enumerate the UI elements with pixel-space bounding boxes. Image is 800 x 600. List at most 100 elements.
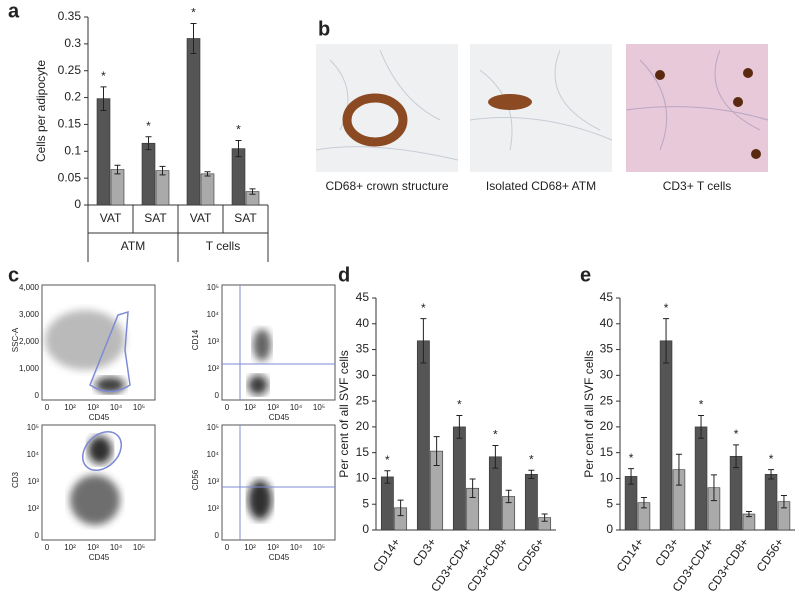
significance-star: * xyxy=(493,428,498,442)
y-tick-label: 10² xyxy=(207,364,219,373)
significance-star: * xyxy=(529,452,534,466)
group-label: ATM xyxy=(121,239,145,253)
y-axis-label: CD56 xyxy=(191,469,200,490)
plot-frame xyxy=(221,424,336,541)
significance-star: * xyxy=(457,398,462,412)
x-tick-label: 10⁴ xyxy=(110,543,123,552)
y-tick-label: 0 xyxy=(74,197,81,211)
y-tick-label: 0 xyxy=(35,531,40,540)
bar xyxy=(380,476,394,531)
panel-label: e xyxy=(580,264,591,286)
error-bar xyxy=(114,164,121,175)
y-tick-label: 0.3 xyxy=(64,36,81,50)
x-tick-label: 10⁵ xyxy=(133,403,145,412)
y-axis-label: CD14 xyxy=(191,329,200,350)
stain xyxy=(743,68,753,78)
y-axis-label: SSC-A xyxy=(11,327,20,352)
error-bar xyxy=(541,513,548,522)
error-bar xyxy=(698,415,705,439)
panel-b-images xyxy=(315,44,769,172)
bar xyxy=(416,340,430,531)
error-bar xyxy=(745,510,752,518)
bar xyxy=(659,340,673,531)
y-tick-label: 0 xyxy=(35,391,40,400)
x-axis-label: CD45 xyxy=(89,553,110,562)
y-tick-label: 10 xyxy=(356,471,370,485)
panel-label: a xyxy=(8,0,20,22)
density xyxy=(253,329,271,361)
y-axis-label: Cells per adipocyte xyxy=(34,60,48,162)
error-bar xyxy=(710,474,717,502)
significance-star: * xyxy=(699,398,704,412)
micrograph xyxy=(470,44,612,172)
panel-c-plots xyxy=(41,284,336,541)
group-label: T cells xyxy=(206,239,240,253)
y-tick-label: 45 xyxy=(356,290,370,304)
significance-star: * xyxy=(734,427,739,441)
y-tick-label: 10² xyxy=(27,504,39,513)
x-tick-label: 10⁵ xyxy=(313,403,325,412)
y-tick-label: 0 xyxy=(362,522,369,536)
x-tick-label: SAT xyxy=(234,211,257,225)
significance-star: * xyxy=(101,69,106,83)
error-bar xyxy=(528,469,535,479)
bar xyxy=(110,169,125,206)
cell-wall xyxy=(625,49,769,151)
significance-star: * xyxy=(769,452,774,466)
x-tick-label: 10⁴ xyxy=(110,403,123,412)
y-axis-label: Per cent of all SVF cells xyxy=(582,350,596,477)
y-tick-label: 0 xyxy=(215,531,220,540)
x-tick-label: 0 xyxy=(225,403,230,412)
y-tick-label: 0.35 xyxy=(58,9,82,23)
x-tick-label: 10² xyxy=(64,543,76,552)
error-bar xyxy=(469,478,476,499)
y-tick-label: 2,000 xyxy=(19,337,40,346)
error-bar xyxy=(628,468,635,485)
error-bar xyxy=(100,86,107,111)
caption: CD68+ crown structure xyxy=(325,179,448,193)
error-bar xyxy=(249,188,256,195)
x-tick-label: 0 xyxy=(45,403,50,412)
significance-star: * xyxy=(421,301,426,315)
error-bar xyxy=(190,22,197,55)
x-tick-label: 10⁵ xyxy=(133,543,145,552)
x-tick-label: VAT xyxy=(190,211,212,225)
error-bar xyxy=(433,436,440,467)
panel-label: b xyxy=(318,18,330,40)
plot-frame xyxy=(41,424,156,541)
error-bar xyxy=(492,444,499,469)
x-tick-label: 10³ xyxy=(267,543,279,552)
y-tick-label: 0 xyxy=(606,522,613,536)
y-tick-label: 0.1 xyxy=(64,143,81,157)
x-tick-label: CD3+ xyxy=(652,536,681,569)
bar xyxy=(452,426,466,531)
density xyxy=(45,310,125,370)
significance-star: * xyxy=(236,123,241,137)
caption: CD3+ T cells xyxy=(663,179,732,193)
y-tick-label: 10³ xyxy=(207,477,219,486)
y-tick-label: 10² xyxy=(207,504,219,513)
y-tick-label: 40 xyxy=(356,316,370,330)
x-tick-label: CD56+ xyxy=(514,536,547,575)
panel-label: c xyxy=(8,264,19,286)
y-tick-label: 10⁴ xyxy=(207,310,220,319)
error-bar xyxy=(505,489,512,504)
significance-star: * xyxy=(385,453,390,467)
x-tick-label: CD14+ xyxy=(370,536,403,575)
y-tick-label: 0.25 xyxy=(58,63,82,77)
y-tick-label: 10⁴ xyxy=(207,450,220,459)
error-bar xyxy=(675,453,682,486)
y-tick-label: 1,000 xyxy=(19,364,40,373)
y-tick-label: 4,000 xyxy=(19,283,40,292)
y-tick-label: 40 xyxy=(600,316,614,330)
y-tick-label: 10³ xyxy=(27,477,39,486)
micrograph xyxy=(316,44,458,172)
density xyxy=(95,377,125,393)
y-tick-label: 0 xyxy=(215,391,220,400)
x-tick-label: 10³ xyxy=(87,403,99,412)
density xyxy=(248,375,268,395)
y-tick-label: 20 xyxy=(356,419,370,433)
error-bar xyxy=(397,499,404,517)
x-axis-label: CD45 xyxy=(89,413,110,422)
